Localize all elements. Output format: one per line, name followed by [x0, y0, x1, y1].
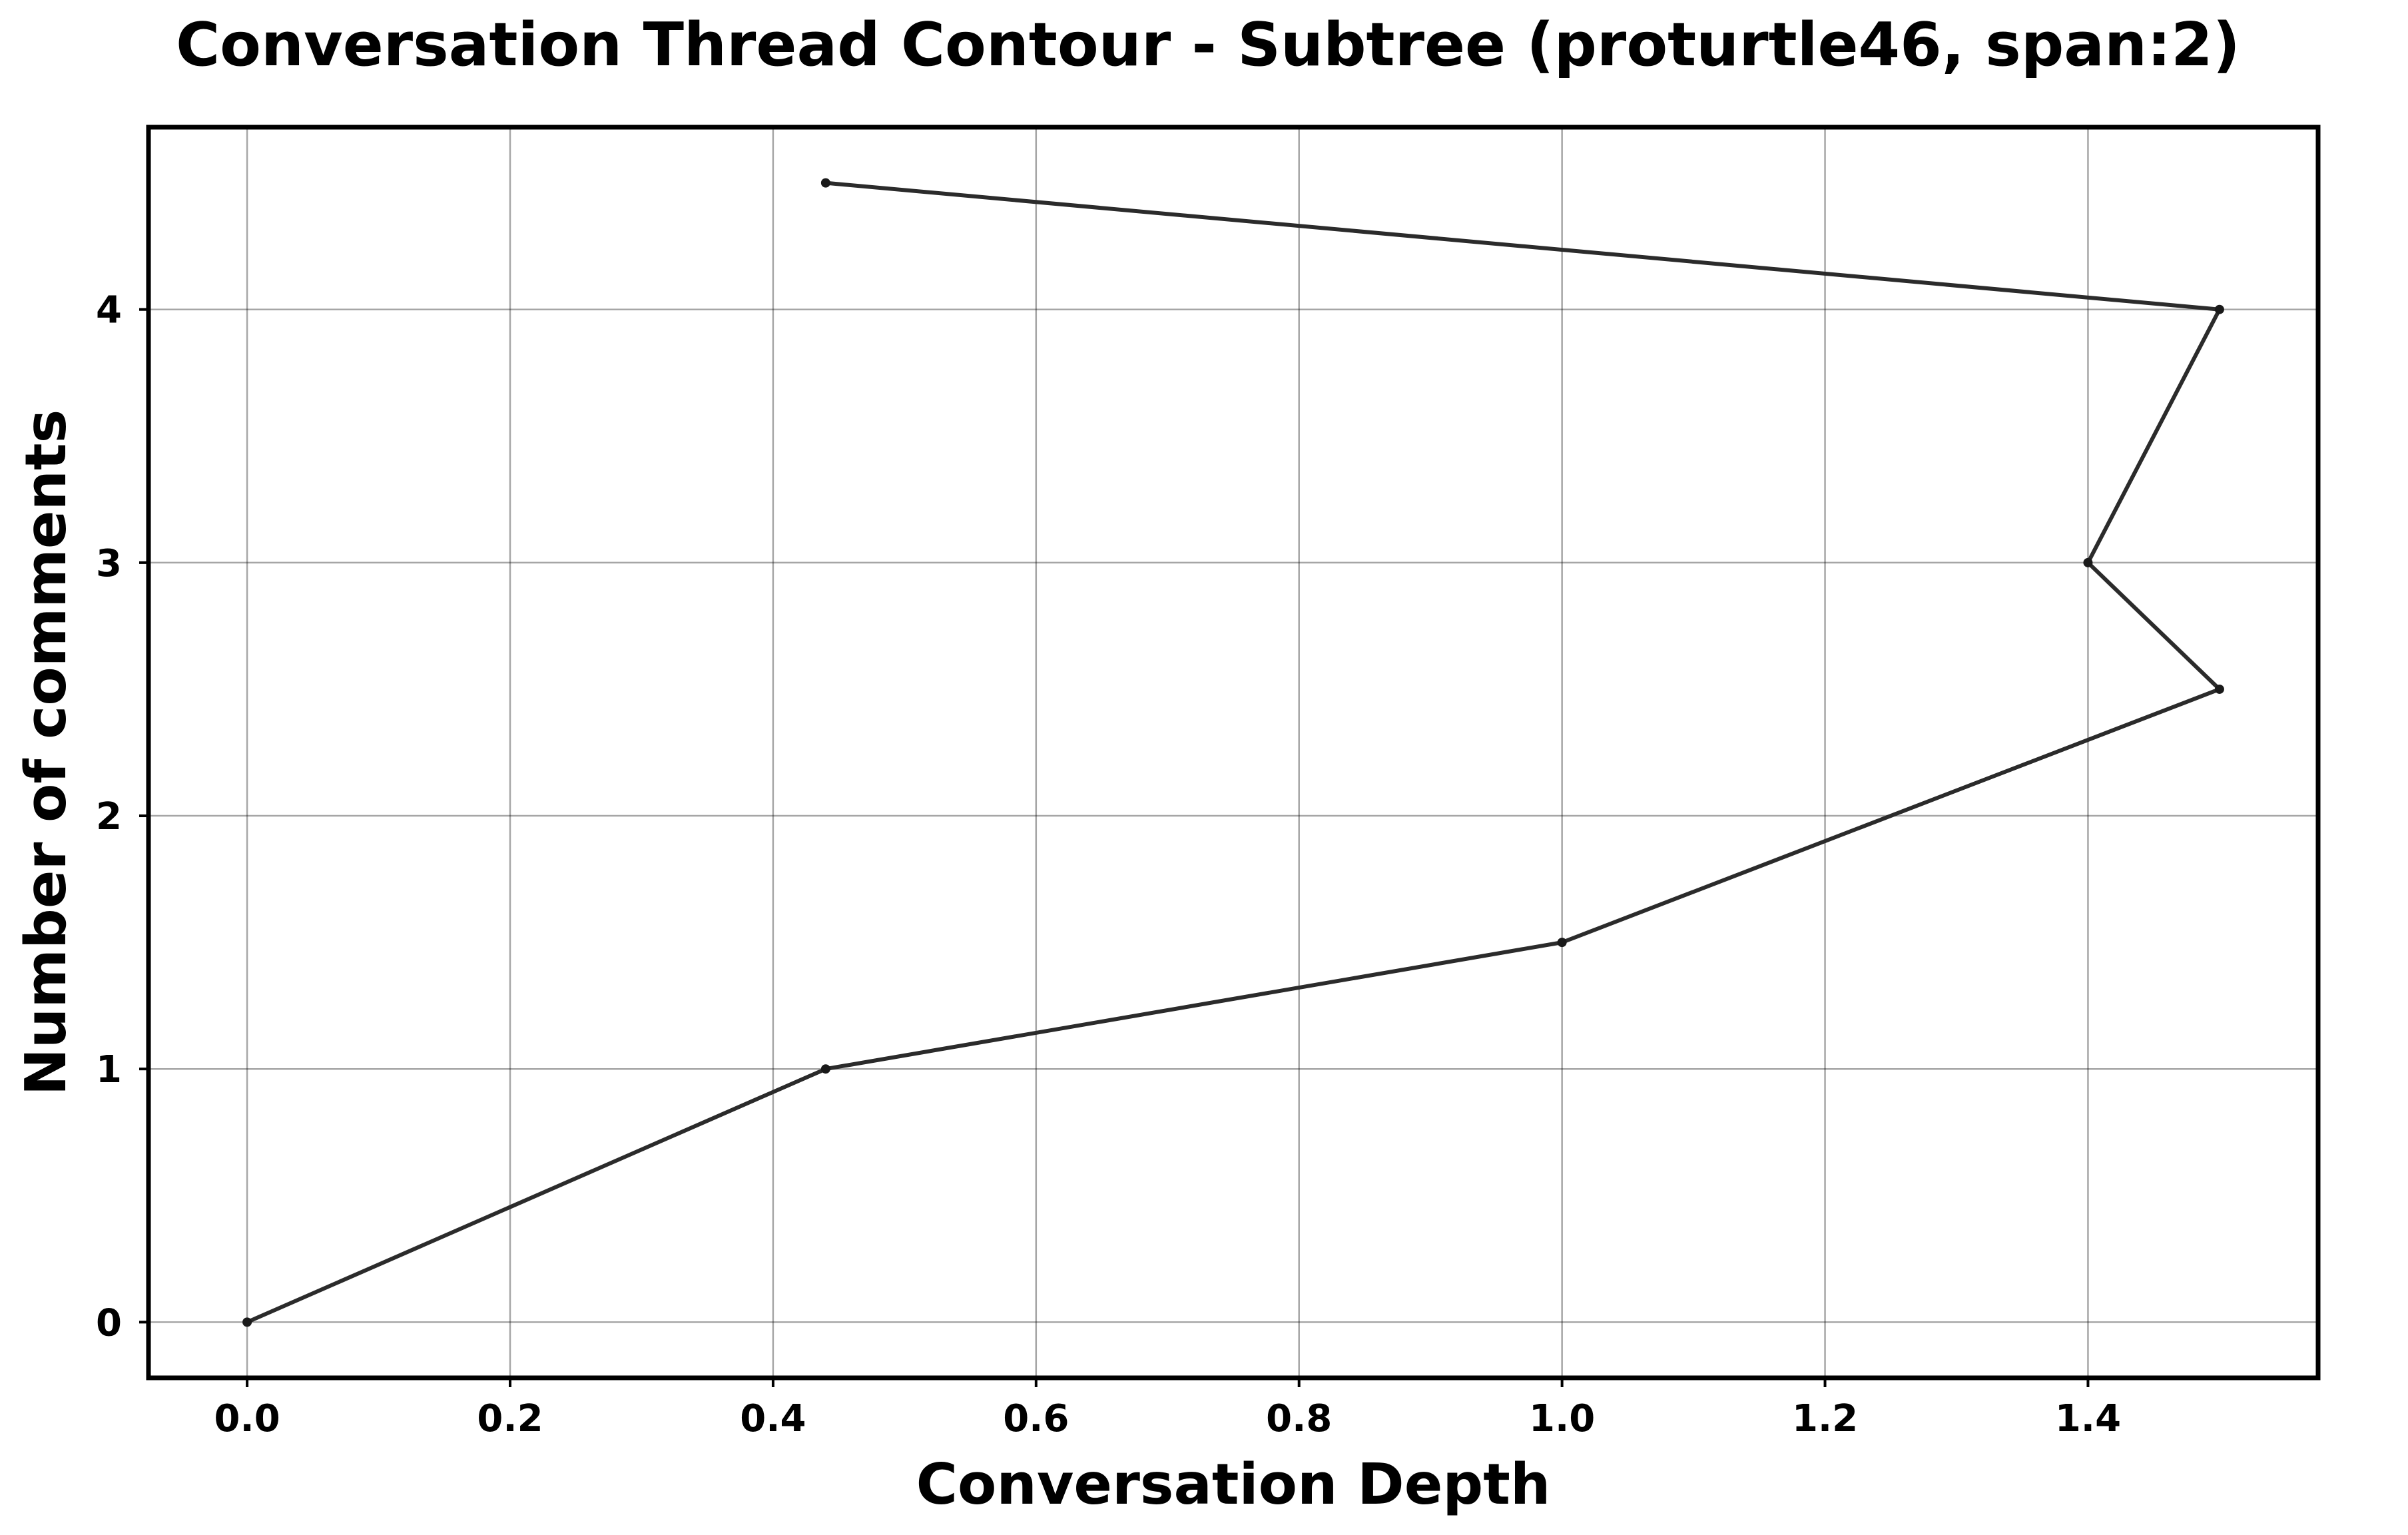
- data-point: [242, 1317, 252, 1327]
- chart-title: Conversation Thread Contour - Subtree (p…: [176, 10, 2240, 80]
- series-line: [245, 180, 2222, 1325]
- y-tick-label: 2: [96, 795, 122, 838]
- x-tick-label: 0.2: [477, 1397, 543, 1440]
- data-point: [820, 1064, 830, 1074]
- y-tick-label: 4: [96, 289, 122, 332]
- y-tick-label: 0: [96, 1301, 122, 1345]
- y-axis-label: Number of comments: [13, 410, 79, 1096]
- data-point: [2214, 684, 2224, 694]
- grid: [149, 127, 2318, 1378]
- plot-frame: [146, 125, 2321, 1381]
- axis-ticks: 0.0 0.2 0.4 0.6 0.8 1.0 1.2 1.4 0 1 2 3 4: [96, 289, 2121, 1440]
- x-tick-label: 1.2: [1792, 1397, 1858, 1440]
- x-tick-label: 0.0: [214, 1397, 280, 1440]
- data-point: [2083, 557, 2093, 567]
- x-tick-label: 1.0: [1529, 1397, 1595, 1440]
- data-point: [2214, 304, 2224, 314]
- x-tick-label: 0.6: [1003, 1397, 1069, 1440]
- x-tick-label: 0.8: [1266, 1397, 1332, 1440]
- series-layer: [242, 178, 2224, 1327]
- y-tick-label: 3: [96, 542, 122, 585]
- y-tick-label: 1: [96, 1048, 122, 1091]
- data-point: [1557, 938, 1567, 948]
- x-tick-label: 1.4: [2055, 1397, 2121, 1440]
- x-axis-label: Conversation Depth: [916, 1452, 1551, 1518]
- data-point: [820, 178, 830, 188]
- x-tick-label: 0.4: [740, 1397, 806, 1440]
